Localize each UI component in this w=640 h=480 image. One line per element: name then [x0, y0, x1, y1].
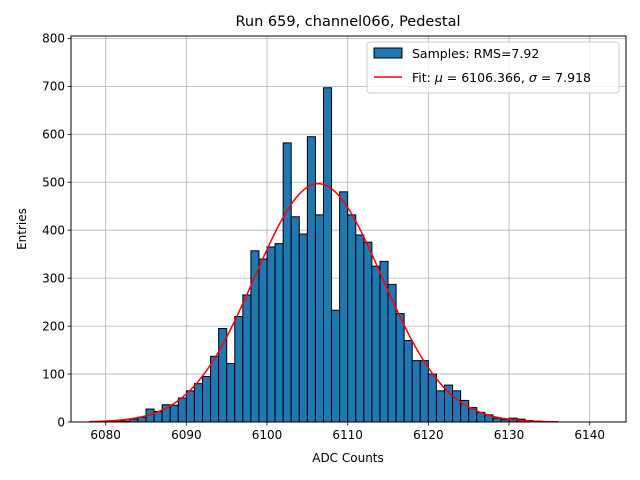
- histogram-bar: [347, 214, 357, 423]
- y-tick-label: 800: [42, 32, 65, 46]
- histogram-bar: [201, 375, 212, 423]
- legend-histogram-swatch: [373, 47, 403, 59]
- histogram-bar: [290, 216, 300, 423]
- histogram-bar: [185, 390, 195, 423]
- x-tick-label: 6120: [413, 428, 444, 442]
- histogram-bar: [306, 136, 316, 423]
- histogram-bar: [234, 316, 244, 423]
- x-tick-label: 6100: [252, 428, 283, 442]
- y-axis-label: Entries: [15, 208, 29, 250]
- histogram-bar: [371, 265, 381, 423]
- histogram-bar: [266, 246, 276, 423]
- histogram-bar: [339, 191, 349, 423]
- y-tick-label: 600: [42, 128, 65, 142]
- legend-fit-sigma-value: = 7.918: [537, 70, 591, 85]
- histogram-bar: [411, 360, 421, 423]
- y-tick-label: 300: [42, 271, 65, 285]
- histogram-bar: [427, 373, 437, 423]
- histogram-bar: [331, 309, 341, 423]
- histogram-bar: [443, 384, 454, 423]
- legend-fit-sigma-symbol: σ: [529, 70, 538, 85]
- histogram-bar: [193, 383, 203, 423]
- histogram-bar: [355, 234, 365, 423]
- histogram-bar: [322, 87, 333, 423]
- histogram-bar: [314, 214, 324, 423]
- x-tick-label: 6130: [494, 428, 525, 442]
- histogram-bar: [395, 313, 405, 423]
- legend-box: [366, 41, 620, 94]
- histogram-bar: [218, 327, 228, 423]
- x-tick-label: 6110: [332, 428, 363, 442]
- histogram-bar: [169, 404, 179, 423]
- legend-fit-prefix: Fit:: [412, 70, 435, 85]
- y-tick-label: 400: [42, 223, 65, 237]
- histogram-bar: [379, 260, 389, 423]
- histogram-bars: [89, 87, 558, 423]
- fit-curve: [89, 182, 558, 423]
- x-tick-label: 6140: [574, 428, 605, 442]
- histogram-bar: [226, 363, 236, 423]
- histogram-bar: [258, 258, 268, 423]
- y-tick-label: 100: [42, 367, 65, 381]
- x-tick-label: 6080: [90, 428, 121, 442]
- y-axis-ticks: 0 100 200 300 400 500 600 700 800: [42, 32, 71, 429]
- histogram-bar: [435, 390, 445, 423]
- histogram-bar: [452, 390, 462, 423]
- y-tick-label: 0: [57, 415, 65, 429]
- x-axis-ticks: 6080 6090 6100 6110 6120 6130 6140: [90, 422, 605, 442]
- legend-fit-mu-value: = 6106.366,: [443, 70, 529, 85]
- histogram-bar: [492, 417, 502, 423]
- y-tick-label: 500: [42, 176, 65, 190]
- legend-fit-label: Fit: μ = 6106.366, σ = 7.918: [412, 70, 591, 85]
- legend-fit-mu-symbol: μ: [434, 70, 443, 85]
- histogram-bar: [210, 355, 220, 423]
- legend: Samples: RMS=7.92 Fit: μ = 6106.366, σ =…: [366, 41, 620, 94]
- y-tick-label: 700: [42, 80, 65, 94]
- histogram-bar: [298, 233, 308, 423]
- histogram-bar: [419, 360, 429, 423]
- histogram-bar: [363, 241, 373, 423]
- chart-title: Run 659, channel066, Pedestal: [235, 14, 460, 30]
- histogram-bar: [242, 294, 252, 423]
- histogram-bar: [177, 397, 187, 423]
- histogram-bar: [274, 243, 284, 423]
- y-tick-label: 200: [42, 319, 65, 333]
- x-tick-label: 6090: [171, 428, 202, 442]
- histogram-bar: [282, 142, 292, 423]
- x-axis-label: ADC Counts: [312, 451, 384, 465]
- legend-histogram-label: Samples: RMS=7.92: [412, 46, 539, 61]
- histogram-bar: [403, 339, 413, 423]
- plot-frame: [70, 35, 627, 423]
